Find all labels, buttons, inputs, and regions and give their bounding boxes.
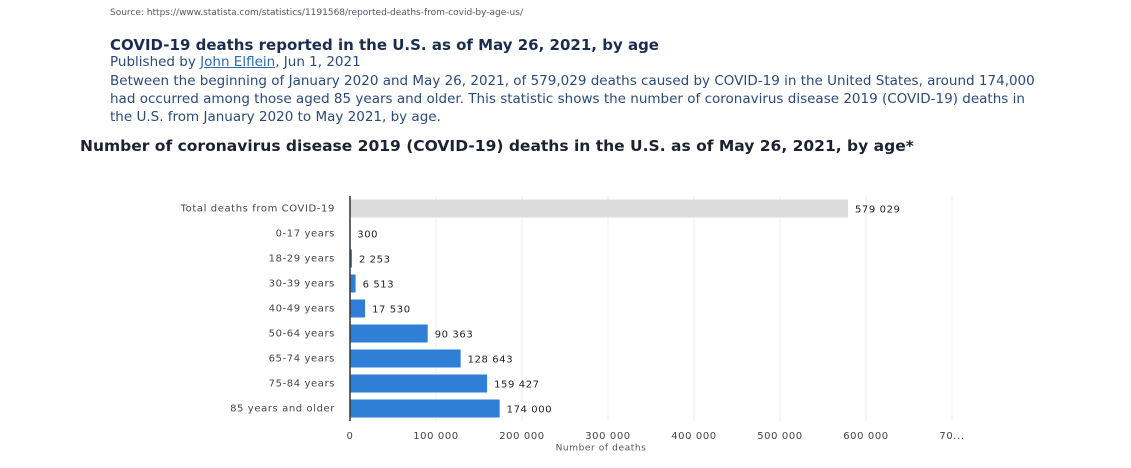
bar — [350, 299, 366, 318]
bar — [350, 199, 848, 218]
y-tick-label: 0-17 years — [276, 229, 335, 240]
description: Between the beginning of January 2020 an… — [110, 73, 1035, 125]
value-label: 300 — [357, 230, 378, 241]
value-label: 174 000 — [507, 405, 553, 416]
value-label: 579 029 — [855, 205, 901, 216]
y-tick-label: Total deaths from COVID-19 — [180, 204, 335, 215]
source-line: Source: https://www.statista.com/statist… — [110, 8, 523, 18]
article-title: COVID-19 deaths reported in the U.S. as … — [110, 36, 659, 54]
bar — [350, 399, 500, 418]
y-tick-label: 65-74 years — [269, 354, 335, 365]
x-tick-label: 400 000 — [671, 431, 717, 442]
x-tick-label: 200 000 — [499, 431, 545, 442]
byline-date: , Jun 1, 2021 — [275, 54, 361, 70]
value-label: 6 513 — [363, 280, 395, 291]
value-label: 128 643 — [468, 355, 514, 366]
x-tick-label: 70... — [939, 431, 964, 442]
y-tick-label: 30-39 years — [269, 279, 335, 290]
x-axis-label: Number of deaths — [556, 444, 647, 454]
bar — [350, 324, 428, 343]
x-tick-label: 300 000 — [585, 431, 631, 442]
x-tick-label: 100 000 — [413, 431, 459, 442]
value-label: 90 363 — [435, 330, 474, 341]
value-label: 17 530 — [372, 305, 411, 316]
bar — [350, 274, 356, 293]
chart-title: Number of coronavirus disease 2019 (COVI… — [80, 137, 914, 155]
author-link[interactable]: John Elflein — [200, 54, 276, 70]
x-tick-label: 0 — [347, 431, 354, 442]
y-tick-label: 18-29 years — [269, 254, 335, 265]
bar — [350, 374, 488, 393]
x-tick-label: 500 000 — [757, 431, 803, 442]
byline: Published by John Elflein, Jun 1, 2021 — [110, 54, 361, 70]
y-tick-label: 85 years and older — [230, 404, 335, 415]
y-tick-label: 75-84 years — [269, 379, 335, 390]
bar — [350, 349, 461, 368]
y-tick-label: 40-49 years — [269, 304, 335, 315]
value-label: 2 253 — [359, 255, 391, 266]
bar — [350, 249, 352, 268]
byline-prefix: Published by — [110, 54, 196, 70]
value-label: 159 427 — [494, 380, 540, 391]
y-tick-label: 50-64 years — [269, 329, 335, 340]
x-tick-label: 600 000 — [843, 431, 889, 442]
